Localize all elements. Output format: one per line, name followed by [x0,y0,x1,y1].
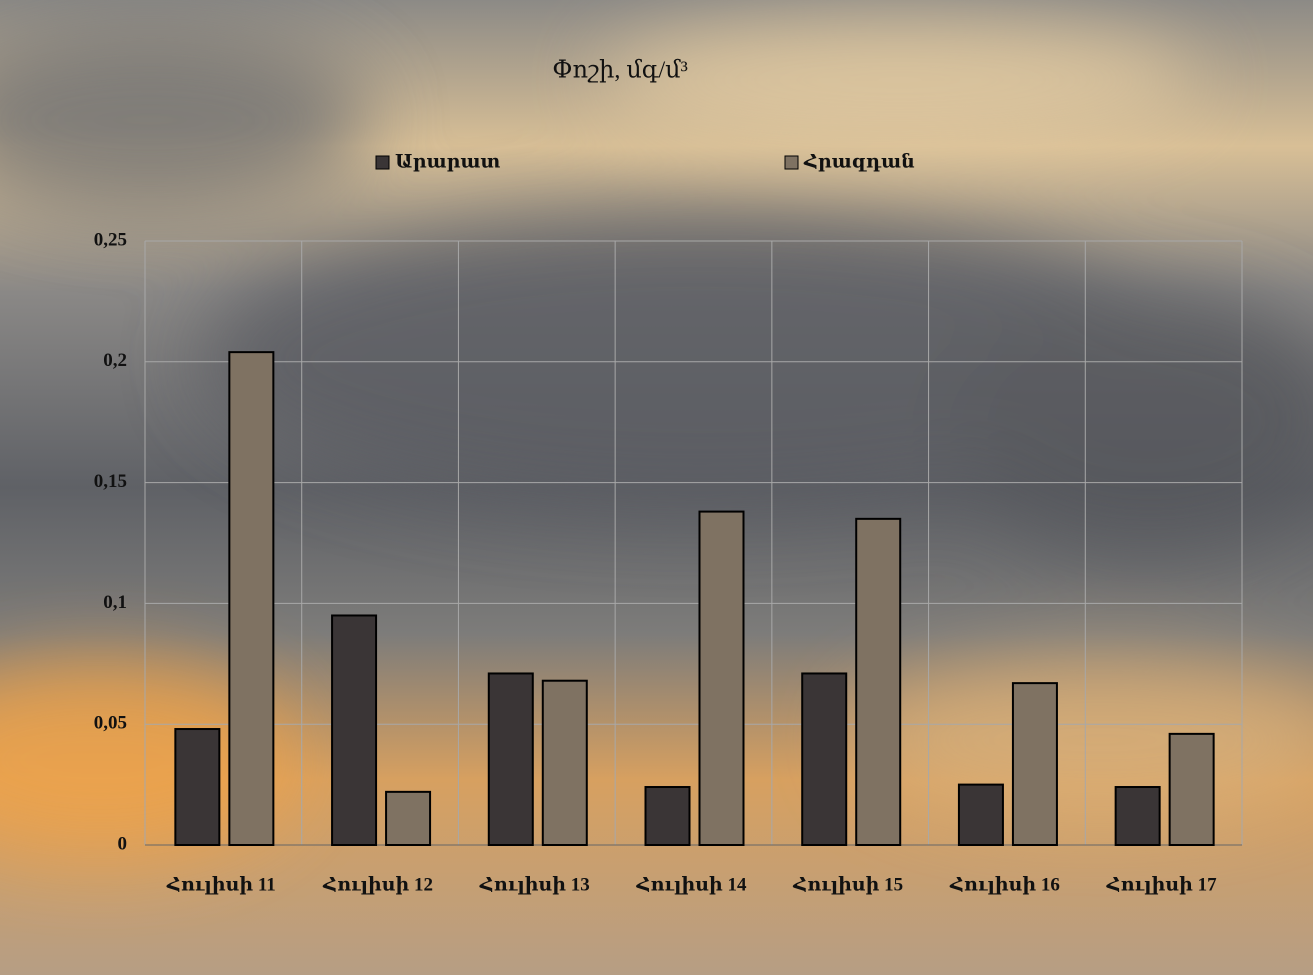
y-tick-label: 0,1 [103,592,127,613]
x-tick-label: Հուլիսի 12 [322,874,433,895]
bar [801,672,848,846]
chart-title: Փոշի, մգ/մ³ [552,58,688,84]
y-tick-label: 0,05 [94,713,127,734]
bar [174,728,221,846]
legend-label: Հրազդան [803,151,915,172]
bar [331,614,378,846]
legend-swatch [375,155,390,170]
bar [698,510,745,846]
bar [228,351,275,846]
bar [1168,732,1215,847]
x-tick-label: Հուլիսի 15 [792,874,903,895]
x-tick-label: Հուլիսի 14 [636,874,747,895]
bar [1114,786,1161,846]
x-tick-label: Հուլիսի 11 [166,874,276,895]
bar [487,672,534,846]
legend-label: Արարատ [395,151,500,172]
y-tick-label: 0,2 [103,350,127,371]
bar [644,786,691,846]
bar [385,790,432,847]
y-tick-label: 0,15 [94,471,127,492]
bar [957,783,1004,846]
y-tick-label: 0,25 [94,229,127,250]
legend-swatch [784,155,799,170]
x-tick-label: Հուլիսի 17 [1106,874,1217,895]
bar [541,679,588,846]
bar [1011,682,1058,846]
x-tick-label: Հուլիսի 13 [479,874,590,895]
bar [855,517,902,847]
x-tick-label: Հուլիսի 16 [949,874,1060,895]
y-tick-label: 0 [118,833,128,854]
